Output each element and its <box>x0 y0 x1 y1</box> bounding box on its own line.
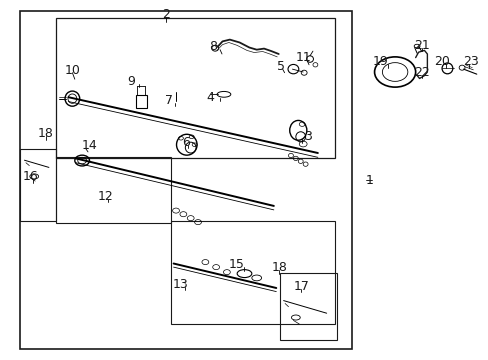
Text: 3: 3 <box>304 130 311 143</box>
Text: 21: 21 <box>414 39 429 51</box>
Text: 18: 18 <box>271 261 286 274</box>
Text: 17: 17 <box>293 280 309 293</box>
Text: 9: 9 <box>127 75 135 87</box>
Bar <box>56 18 334 158</box>
Bar <box>136 95 146 108</box>
Bar <box>171 221 334 324</box>
Text: 6: 6 <box>182 136 189 149</box>
Text: 15: 15 <box>228 258 244 271</box>
Text: 23: 23 <box>462 55 478 68</box>
Text: 14: 14 <box>81 139 97 152</box>
Text: 19: 19 <box>372 55 387 68</box>
Text: 8: 8 <box>208 40 216 53</box>
Text: 16: 16 <box>22 170 38 183</box>
Bar <box>56 157 171 223</box>
Text: 20: 20 <box>434 55 449 68</box>
Bar <box>279 273 337 340</box>
Text: 22: 22 <box>414 66 429 78</box>
Text: 1: 1 <box>365 174 372 186</box>
Text: 4: 4 <box>206 91 214 104</box>
Text: 13: 13 <box>173 278 188 291</box>
Text: 11: 11 <box>295 51 310 64</box>
Text: 12: 12 <box>97 190 113 203</box>
Text: 10: 10 <box>64 64 80 77</box>
Text: 18: 18 <box>38 127 54 140</box>
Text: 7: 7 <box>164 94 172 107</box>
Bar <box>20 149 56 221</box>
Text: 2: 2 <box>162 8 170 21</box>
Bar <box>20 11 351 349</box>
Text: 5: 5 <box>277 60 285 73</box>
